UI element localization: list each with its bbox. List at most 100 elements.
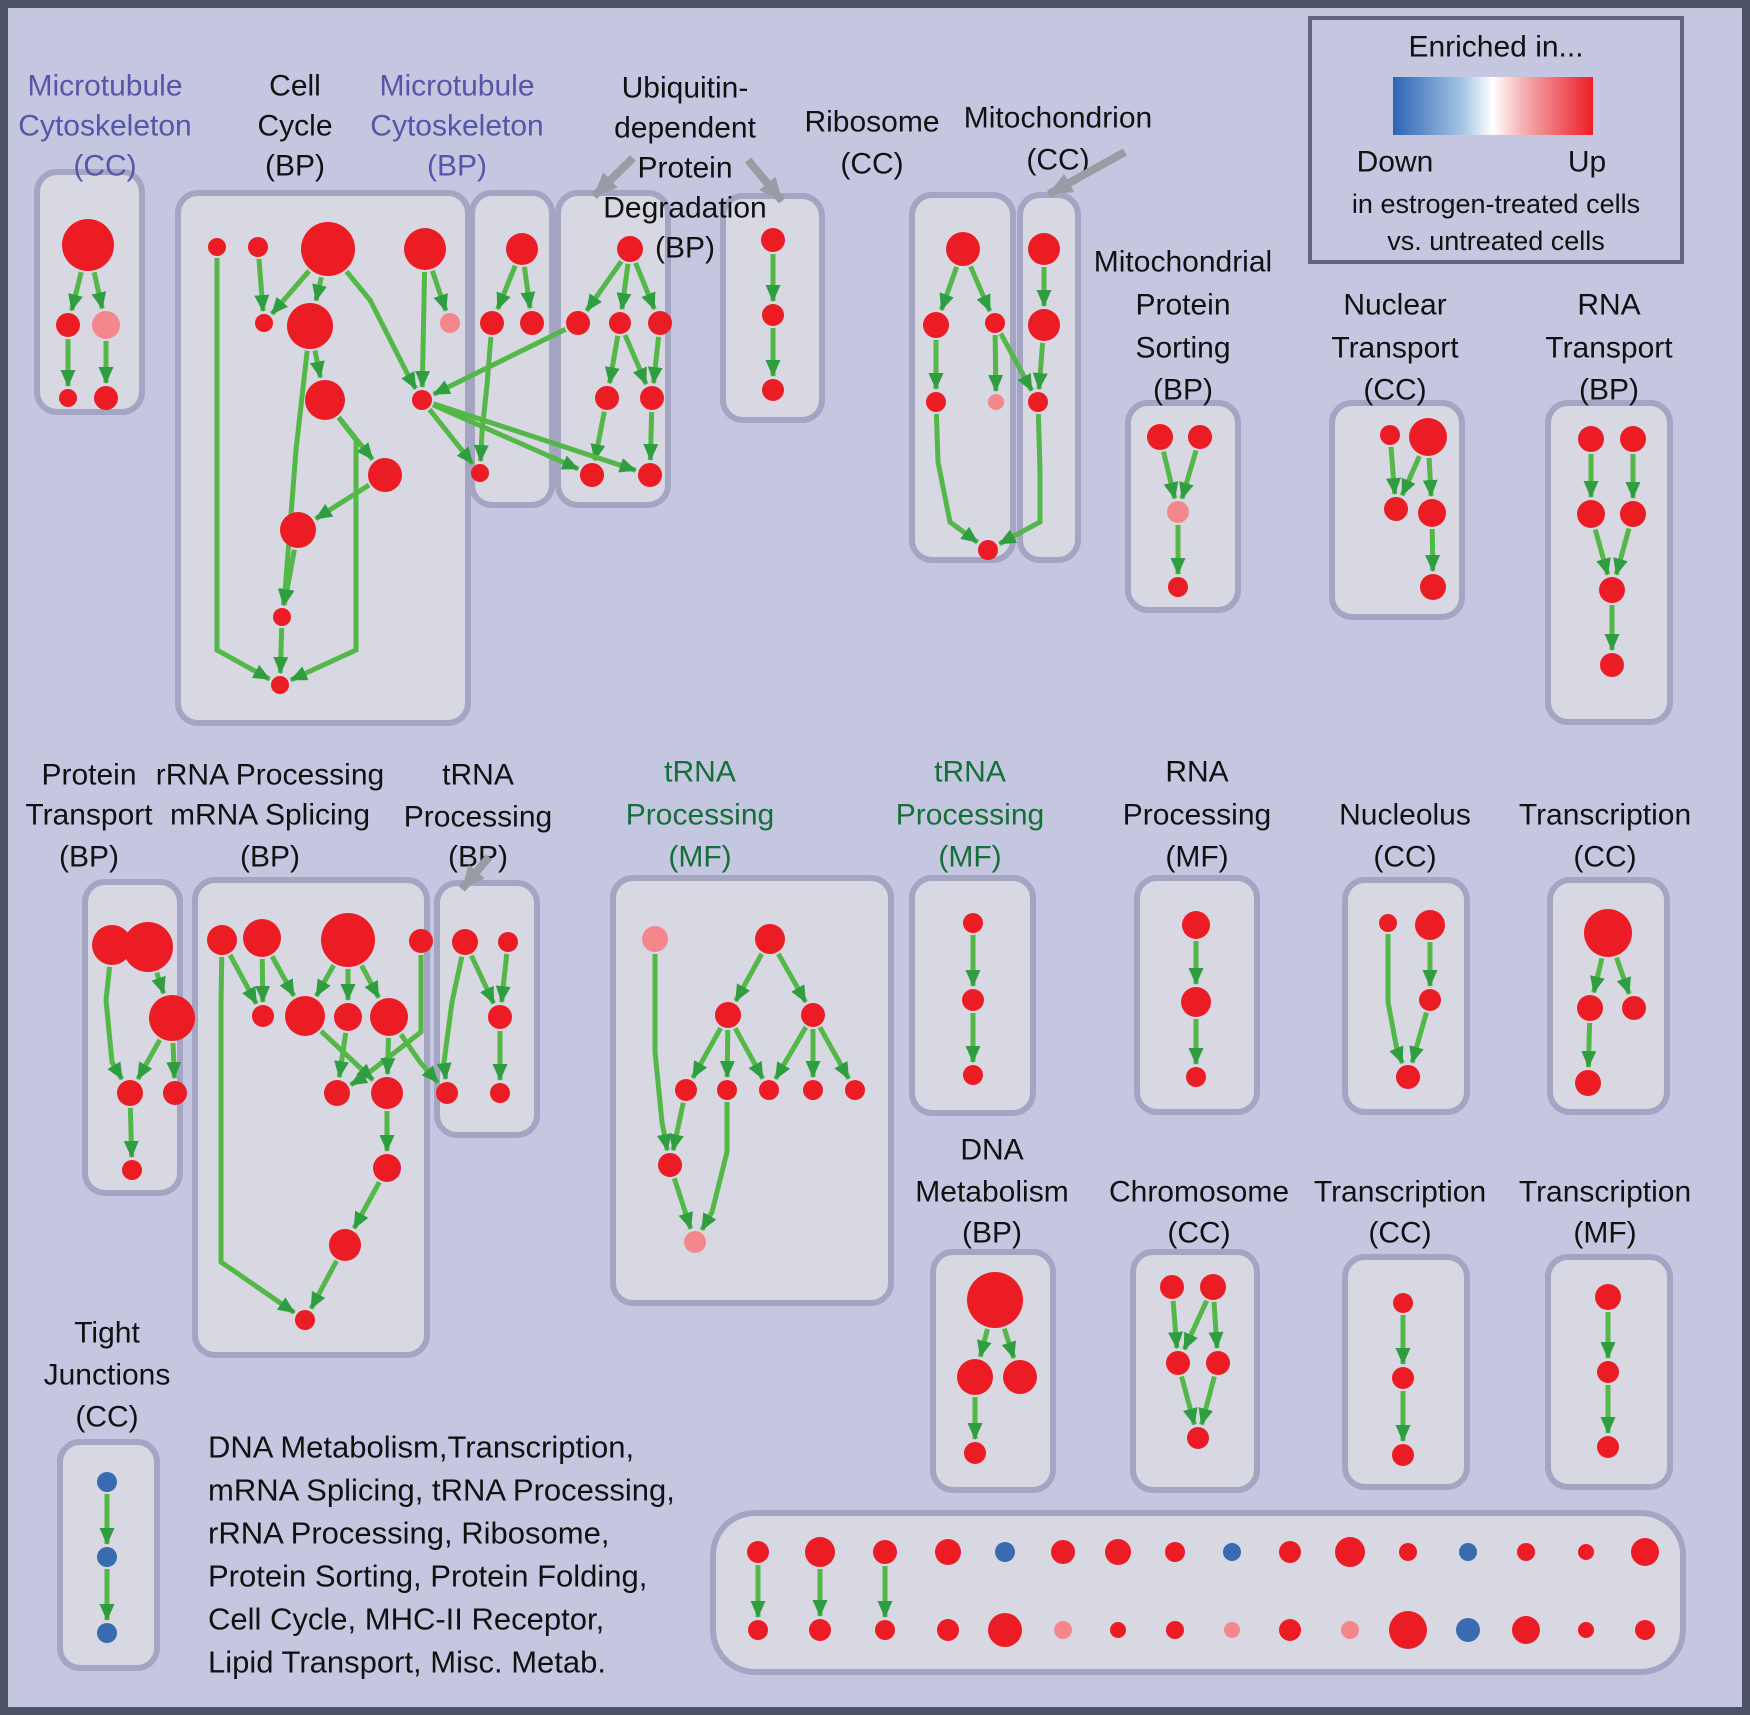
go-term-node [873, 1540, 897, 1564]
cluster-label-dna-metabolism-line-2: (BP) [962, 1217, 1022, 1250]
legend-box [1308, 16, 1684, 264]
go-term-node [1419, 989, 1441, 1011]
go-term-node [404, 228, 446, 270]
go-term-node [1051, 1540, 1075, 1564]
go-term-node [520, 311, 544, 335]
go-term-node [1200, 1274, 1226, 1300]
cluster-label-dna-metabolism-line-0: DNA [960, 1134, 1023, 1167]
edge [977, 1328, 992, 1358]
go-term-node [1577, 995, 1603, 1021]
go-term-node [805, 1537, 835, 1567]
go-term-node [1379, 914, 1397, 932]
cluster-label-rrna-processing-mrna-splicing-line-0: rRNA Processing [156, 759, 384, 792]
cluster-label-microtubule-cc-line-1: Cytoskeleton [18, 110, 191, 143]
edge [344, 269, 418, 390]
cluster-label-ribosome-line-0: Ribosome [804, 106, 939, 139]
cluster-label-nucleolus-line-0: Nucleolus [1339, 799, 1471, 832]
edge [643, 411, 659, 462]
go-term-node [480, 311, 504, 335]
go-term-node [1223, 1543, 1241, 1561]
go-term-node [1335, 1537, 1365, 1567]
go-term-node [1415, 910, 1445, 940]
go-term-node [985, 313, 1005, 333]
go-term-node [1392, 1367, 1414, 1389]
edge [314, 964, 336, 998]
cluster-label-rna-processing-mf-line-1: Processing [1123, 799, 1271, 832]
go-term-node [675, 1079, 697, 1101]
go-term-node [370, 998, 408, 1036]
edge [123, 1107, 139, 1158]
go-term-node [648, 311, 672, 335]
go-term-node [490, 1083, 510, 1103]
cluster-label-ubiquitin-degradation-a-line-3: Degradation [603, 192, 766, 225]
go-term-node [595, 386, 619, 410]
edge [380, 1037, 396, 1076]
cluster-label-transcription-cc-row2-line-1: (CC) [1573, 841, 1636, 874]
cluster-label-trna-processing-mf-large-line-2: (MF) [668, 841, 731, 874]
cluster-label-tight-junctions-line-0: Tight [74, 1317, 140, 1350]
edge [1590, 957, 1605, 994]
go-term-node [1168, 577, 1188, 597]
edge [312, 276, 327, 302]
go-term-node [759, 1080, 779, 1100]
cluster-label-mitochondrion-line-0: Mitochondrion [964, 102, 1152, 135]
legend-subtitle-2: vs. untreated cells [1387, 226, 1605, 256]
label-pointer-arrow-1 [744, 157, 786, 204]
go-term-node [845, 1080, 865, 1100]
go-term-node [1409, 418, 1447, 456]
cluster-label-dna-metabolism-line-1: Metabolism [915, 1176, 1068, 1209]
go-term-node [717, 1080, 737, 1100]
go-term-node [506, 233, 538, 265]
go-term-node [1279, 1541, 1301, 1563]
edge [398, 1032, 440, 1085]
cluster-label-trna-processing-bp-line-0: tRNA [442, 759, 514, 792]
go-term-node [1028, 309, 1060, 341]
cluster-label-trna-processing-mf-large-line-1: Processing [626, 799, 774, 832]
cluster-label-protein-transport-line-0: Protein [41, 759, 136, 792]
go-term-node [967, 1272, 1023, 1328]
edge [1592, 528, 1611, 576]
edge [1399, 455, 1422, 497]
cluster-box-misc-clusters [710, 1510, 1686, 1675]
go-term-node [1622, 996, 1646, 1020]
label-pointer-arrow-3 [458, 854, 493, 892]
edge [309, 350, 325, 379]
edge [495, 264, 518, 311]
go-term-node [62, 219, 114, 271]
go-term-node [1186, 1067, 1206, 1087]
go-term-node [1599, 577, 1625, 603]
edge [227, 953, 259, 1005]
go-term-node [1635, 1620, 1655, 1640]
go-term-node [962, 989, 984, 1011]
cluster-box-transcription-cc-row2 [1547, 877, 1670, 1115]
cluster-label-nuclear-transport-line-0: Nuclear [1343, 289, 1446, 322]
go-term-node [295, 1310, 315, 1330]
edge [495, 953, 511, 1004]
go-term-node [1166, 1621, 1184, 1639]
go-term-node [1578, 426, 1604, 452]
go-term-node [926, 392, 946, 412]
legend-down-label: Down [1357, 146, 1434, 179]
go-term-node [957, 1359, 993, 1395]
edge [436, 956, 465, 1081]
go-term-node [287, 303, 333, 349]
edge [415, 271, 431, 389]
cluster-label-rna-transport-line-2: (BP) [1579, 374, 1639, 407]
cluster-label-transcription-cc-row3-line-0: Transcription [1314, 1176, 1486, 1209]
go-term-node [208, 238, 226, 256]
cluster-label-ubiquitin-degradation-a-line-2: Protein [637, 152, 732, 185]
go-term-node [946, 232, 980, 266]
go-term-node [163, 1081, 187, 1105]
go-term-node [117, 1080, 143, 1106]
cluster-label-trna-processing-mf-small-line-0: tRNA [934, 756, 1006, 789]
go-term-node [1206, 1351, 1230, 1375]
cluster-label-rrna-processing-mrna-splicing-line-1: mRNA Splicing [170, 799, 370, 832]
go-term-node [324, 1080, 350, 1106]
go-term-node [1110, 1622, 1126, 1638]
edge [1001, 1327, 1017, 1359]
go-term-node [1517, 1543, 1535, 1561]
cluster-label-rna-transport-line-0: RNA [1577, 289, 1640, 322]
go-term-node [498, 932, 518, 952]
edge [1198, 1375, 1217, 1426]
edge [719, 1029, 735, 1078]
